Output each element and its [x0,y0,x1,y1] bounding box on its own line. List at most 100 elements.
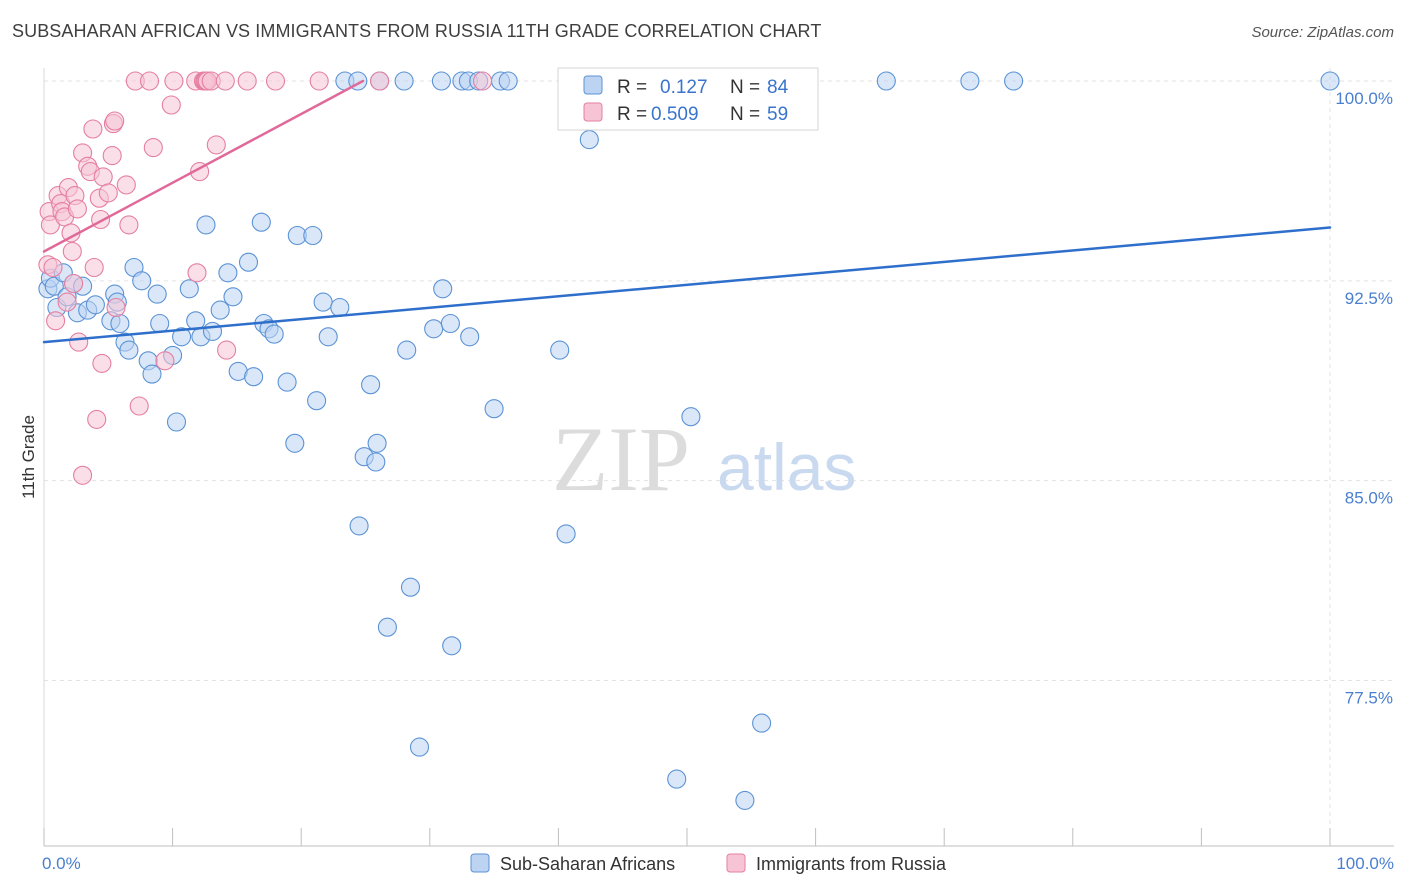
axes [43,68,1394,847]
point-pink-22 [84,257,104,278]
y-tick-label-0: 100.0% [1335,89,1393,108]
point-pink-31 [105,111,125,131]
point-blue-47 [318,327,338,347]
point-blue-73 [498,71,518,91]
point-blue-85 [1320,71,1340,91]
legend-r-value-blue: 0.127 [660,77,708,98]
point-blue-57 [377,617,397,637]
point-pink-21 [83,119,103,139]
point-pink-50 [206,135,226,155]
point-pink-3 [43,257,63,278]
point-blue-60 [400,577,421,597]
point-blue-79 [681,407,701,427]
point-blue-35 [238,252,259,272]
point-pink-55 [309,71,329,91]
chart-title: SUBSAHARAN AFRICAN VS IMMIGRANTS FROM RU… [12,21,822,41]
point-blue-83 [960,71,980,91]
y-tick-label-2: 85.0% [1345,489,1393,508]
point-blue-41 [277,372,297,392]
point-pink-41 [164,71,184,91]
point-blue-81 [752,713,772,733]
point-blue-26 [179,279,199,299]
point-blue-30 [202,321,223,341]
series-legend: Sub-Saharan Africans Immigrants from Rus… [470,853,947,874]
point-blue-54 [366,452,386,472]
y-tick-labels: 100.0% 92.5% 85.0% 77.5% [1335,89,1393,707]
point-pink-43 [187,263,207,283]
legend-r-label-blue: R = [617,77,647,98]
watermark-zip-text: ZIP [552,408,690,510]
point-pink-4 [46,311,66,331]
point-pink-53 [237,71,257,91]
trend-line-pink [42,79,365,253]
trend-lines [42,79,1332,344]
point-blue-21 [147,284,167,304]
point-pink-28 [98,183,118,203]
point-pink-13 [64,273,84,294]
point-blue-45 [307,391,327,411]
point-pink-39 [155,351,175,371]
point-blue-62 [424,319,444,339]
point-blue-18 [132,271,152,291]
point-pink-52 [217,340,237,360]
point-pink-56 [370,71,390,91]
point-blue-69 [460,327,480,347]
series-legend-label-blue: Sub-Saharan Africans [500,854,675,874]
y-tick-label-1: 92.5% [1345,289,1393,308]
point-pink-23 [87,409,107,429]
point-blue-71 [484,399,504,419]
point-blue-78 [667,769,687,789]
y-tick-label-3: 77.5% [1345,688,1393,707]
point-blue-80 [735,790,755,810]
point-blue-29 [196,215,216,235]
legend-n-label-pink: N = [730,104,760,125]
point-blue-65 [440,313,460,334]
point-pink-17 [73,465,93,485]
point-blue-61 [409,737,430,757]
point-pink-40 [161,95,181,115]
point-blue-77 [579,130,599,150]
point-blue-59 [397,340,417,360]
legend-n-label-blue: N = [730,77,760,98]
point-pink-12 [62,241,82,262]
point-blue-16 [119,340,139,360]
point-pink-36 [129,396,149,416]
point-blue-22 [150,313,170,334]
point-pink-38 [143,138,163,158]
point-blue-51 [349,516,369,536]
point-blue-63 [431,71,451,91]
point-blue-14 [110,313,130,334]
point-blue-10 [85,295,105,315]
legend-r-value-pink: 0.509 [651,104,699,125]
point-blue-46 [313,292,333,312]
series-legend-swatch-pink [726,853,746,873]
watermark-atlas-text: atlas [717,430,856,504]
point-blue-55 [367,433,387,453]
point-pink-15 [67,199,87,219]
point-blue-25 [172,327,192,347]
point-blue-32 [218,263,238,283]
chart-source: Source: ZipAtlas.com [1251,24,1394,41]
point-blue-33 [223,287,243,307]
point-pink-34 [119,215,139,235]
point-pink-9 [57,292,77,312]
point-pink-51 [215,71,235,91]
point-blue-44 [303,225,323,246]
stats-legend: R = 0.127 N = 84 R = 0.509 N = 59 [557,67,819,131]
point-pink-54 [265,71,286,91]
point-pink-33 [116,175,136,195]
x-tick-label-min: 0.0% [42,854,81,873]
x-tick-label-max: 100.0% [1336,854,1394,873]
point-pink-37 [139,71,160,91]
point-blue-20 [142,364,162,384]
point-blue-36 [244,367,264,387]
point-blue-66 [442,636,462,656]
point-blue-24 [166,412,187,432]
point-pink-32 [106,297,126,318]
legend-swatch-blue [583,75,603,95]
legend-n-value-blue: 84 [767,77,789,98]
series-legend-label-pink: Immigrants from Russia [756,854,947,874]
x-tick-labels: 0.0% 100.0% [42,854,1394,873]
y-axis-title: 11th Grade [19,415,38,499]
trend-line-blue [42,226,1332,344]
